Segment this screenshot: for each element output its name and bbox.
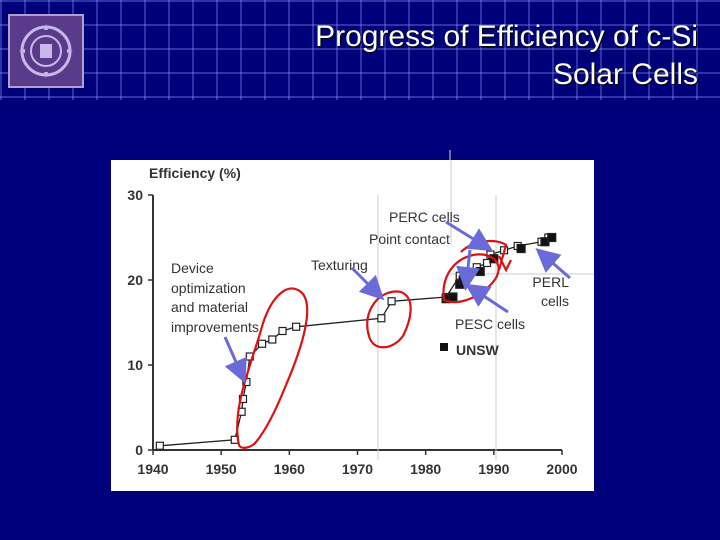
data-point-unsw bbox=[448, 292, 458, 302]
highlight-circle-texturing bbox=[366, 290, 412, 349]
arrow-pesc-cells bbox=[464, 283, 509, 314]
annotation-perc-cells: PERC cells bbox=[389, 209, 460, 225]
institute-logo bbox=[8, 14, 84, 88]
annotation-device-optimization: Device optimization and material improve… bbox=[171, 259, 259, 337]
annotation-pesc-cells: PESC cells bbox=[455, 316, 526, 332]
slide-title: Progress of Efficiency of c-Si Solar Cel… bbox=[138, 18, 698, 94]
annotation-device-line-2: optimization bbox=[171, 279, 246, 296]
arrow-perc-cells bbox=[445, 220, 494, 252]
y-tick-label: 10 bbox=[127, 357, 143, 373]
legend-label-unsw: UNSW bbox=[456, 342, 500, 358]
title-grid-background bbox=[0, 0, 720, 100]
slide-title-line-1: Progress of Efficiency of c-Si bbox=[315, 20, 698, 53]
data-point bbox=[155, 441, 164, 450]
x-tick-label: 1990 bbox=[478, 461, 509, 477]
arrow-point-contact bbox=[456, 249, 480, 291]
highlight-circle-device-optimization bbox=[236, 287, 309, 449]
annotation-point-contact: Point contact bbox=[369, 231, 450, 247]
data-point bbox=[257, 339, 267, 348]
series-line bbox=[159, 236, 549, 447]
annotation-device-line-3: and material bbox=[171, 299, 249, 315]
x-tick-label: 1960 bbox=[274, 461, 305, 477]
arrow-device-optimization bbox=[223, 336, 247, 384]
data-point bbox=[278, 326, 287, 336]
y-tick-label: 0 bbox=[135, 442, 143, 458]
annotation-device-line-1: Device bbox=[171, 260, 214, 276]
y-tick-label: 30 bbox=[127, 187, 143, 203]
data-point-unsw bbox=[547, 232, 557, 243]
x-tick-label: 1970 bbox=[342, 461, 373, 477]
data-point bbox=[387, 297, 396, 306]
annotation-perl-line-2: cells bbox=[540, 293, 569, 309]
arrow-perl-cells bbox=[535, 248, 571, 280]
x-tick-label: 1950 bbox=[206, 461, 237, 477]
chart-title: Efficiency (%) bbox=[149, 165, 241, 181]
efficiency-chart: Efficiency (%) 1940 1950 1960 1970 1980 1990 2… bbox=[127, 160, 594, 477]
annotation-device-line-4: improvements bbox=[171, 318, 259, 335]
data-point bbox=[268, 335, 277, 344]
data-point bbox=[292, 322, 301, 331]
data-point bbox=[377, 314, 386, 323]
data-point-unsw bbox=[516, 243, 526, 254]
x-tick-label: 1980 bbox=[410, 461, 441, 477]
legend-marker-unsw bbox=[440, 343, 448, 351]
arrow-texturing bbox=[350, 266, 385, 301]
slide-title-line-2: Solar Cells bbox=[552, 58, 698, 91]
chart-panel: Efficiency (%) 1940 1950 1960 1970 1980 1990 2… bbox=[111, 160, 594, 491]
annotation-perl-cells: PERL cells bbox=[529, 273, 569, 311]
annotation-perl-line-1: PERL bbox=[532, 274, 569, 290]
x-tick-label: 1940 bbox=[137, 461, 168, 477]
x-tick-label: 2000 bbox=[546, 461, 577, 477]
y-tick-label: 20 bbox=[127, 272, 143, 288]
